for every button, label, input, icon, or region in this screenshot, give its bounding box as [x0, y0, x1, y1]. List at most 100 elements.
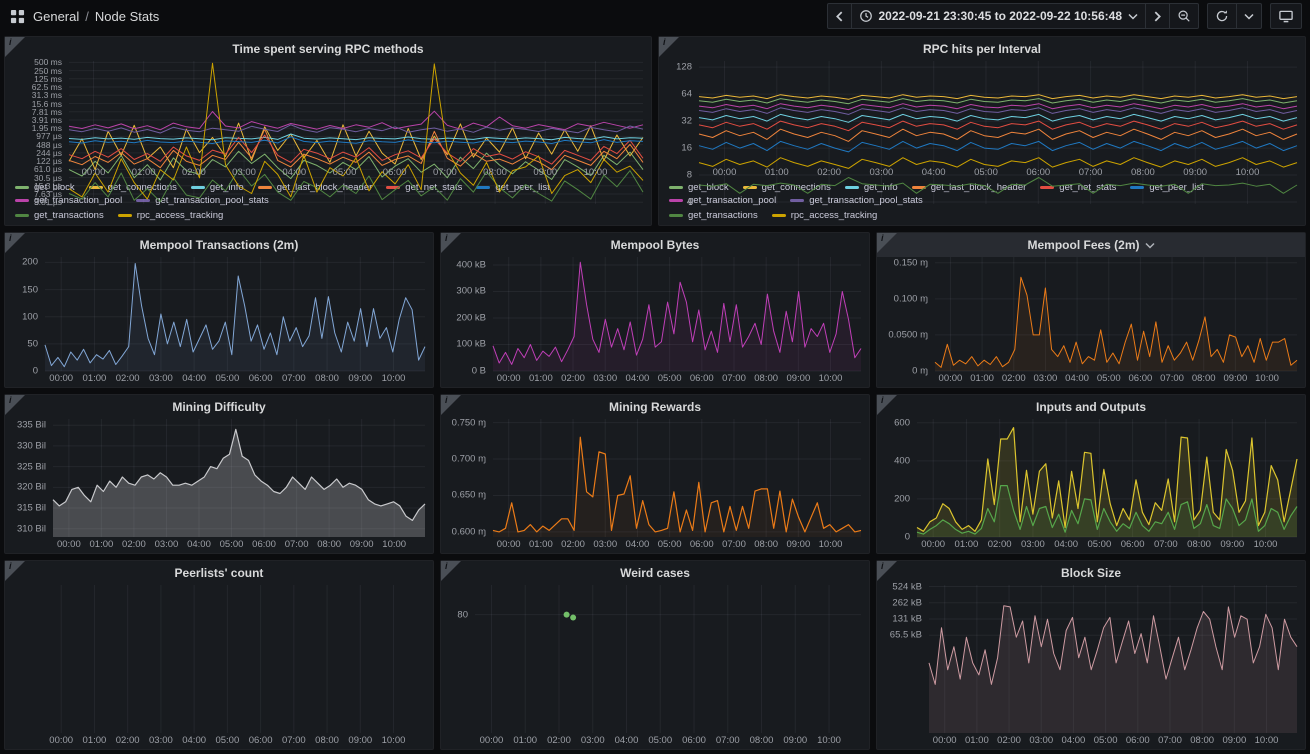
breadcrumb-page[interactable]: Node Stats	[94, 8, 160, 24]
series-fill-difficulty	[53, 429, 425, 537]
legend-series-name: get_transaction_pool_stats	[809, 195, 923, 206]
y-tick-label: 15.3 µs	[33, 180, 62, 191]
x-axis-labels: 00:00 01:00 02:00 03:00 04:00 05:00 06:00 07:00…	[493, 371, 861, 387]
x-tick-label: 03:00	[1033, 373, 1058, 384]
legend-series-color	[136, 199, 151, 202]
legend-item-get_block[interactable]: get_block	[669, 182, 729, 193]
chart-plot-area[interactable]	[475, 585, 861, 733]
y-tick-label: 8	[686, 169, 692, 181]
time-shift-back-button[interactable]	[826, 3, 852, 29]
panel-peerlists-count: i Peerlists' count 00:00 01:00 02:00 03:00 0…	[4, 560, 434, 750]
x-tick-label: 08:00	[754, 539, 779, 550]
legend-item-get_transaction_pool_stats[interactable]: get_transaction_pool_stats	[136, 195, 269, 206]
x-tick-label: 06:00	[689, 539, 714, 550]
dashboard-apps-icon[interactable]	[10, 9, 25, 24]
chart-plot-area[interactable]	[698, 61, 1298, 204]
x-tick-label: 04:00	[187, 539, 211, 550]
legend-item-get_connections[interactable]: get_connections	[742, 182, 831, 193]
legend-item-get_peer_list[interactable]: get_peer_list	[1130, 182, 1204, 193]
panel-header[interactable]: Mining Rewards	[441, 395, 869, 419]
series-line-get_transactions	[698, 177, 1298, 194]
panel-header[interactable]: Peerlists' count	[5, 561, 433, 585]
panel-header[interactable]: Mempool Transactions (2m)	[5, 233, 433, 257]
series-line-inputs	[916, 484, 1298, 535]
y-tick-label: 65.5 kB	[889, 629, 922, 641]
series-line-bytes	[492, 261, 862, 365]
y-tick-label: 100	[22, 311, 38, 323]
x-tick-label: 06:00	[1120, 539, 1145, 550]
chart-plot-area[interactable]	[492, 419, 862, 537]
legend-series-name: get_peer_list	[1149, 182, 1204, 193]
x-tick-label: 04:00	[1065, 373, 1089, 384]
x-tick-label: 01:00	[89, 539, 114, 550]
legend-item-get_info[interactable]: get_info	[190, 182, 244, 193]
chart: 128 64 32 16 8 4	[659, 61, 1305, 208]
chart-plot-area[interactable]	[45, 585, 425, 733]
x-axis-labels: 00:00 01:00 02:00 03:00 04:00 05:00 06:00 07:00…	[699, 165, 1297, 181]
legend-item-rpc_access_tracking[interactable]: rpc_access_tracking	[771, 210, 877, 221]
chart-plot-area[interactable]	[928, 585, 1298, 733]
chart-plot-area[interactable]	[68, 61, 644, 204]
x-tick-label: 10:00	[1255, 373, 1279, 384]
legend-item-get_transaction_pool_stats[interactable]: get_transaction_pool_stats	[790, 195, 923, 206]
y-tick-label: 3.81 µs	[33, 197, 62, 208]
y-tick-label: 0.750 ɱ	[451, 417, 486, 429]
legend-series-name: get_connections	[107, 182, 177, 193]
chart-plot-area[interactable]	[934, 257, 1298, 372]
x-tick-label: 08:00	[1191, 373, 1216, 384]
x-tick-label: 06:00	[1128, 373, 1153, 384]
panel-header[interactable]: Block Size	[877, 561, 1305, 585]
y-tick-label: 80	[457, 609, 468, 621]
legend-item-rpc_access_tracking[interactable]: rpc_access_tracking	[117, 210, 224, 221]
y-axis-labels	[5, 585, 45, 733]
x-tick-label: 09:00	[533, 167, 558, 178]
legend-series-name: get_transactions	[34, 210, 104, 221]
tv-kiosk-mode-button[interactable]	[1270, 3, 1302, 29]
legend-item-get_last_block_header[interactable]: get_last_block_header	[257, 182, 372, 193]
y-tick-label: 325 Bil	[16, 461, 46, 473]
y-tick-label: 0	[904, 531, 910, 543]
chart-plot-area[interactable]	[492, 257, 862, 372]
legend-item-get_transaction_pool[interactable]: get_transaction_pool	[15, 195, 122, 206]
legend-item-get_block[interactable]: get_block	[15, 182, 75, 193]
x-tick-label: 10:00	[818, 539, 843, 550]
legend-item-get_transaction_pool[interactable]: get_transaction_pool	[669, 195, 776, 206]
panel-header[interactable]: Mempool Bytes	[441, 233, 869, 257]
x-tick-label: 05:00	[1087, 539, 1112, 550]
panel-header[interactable]: Mining Difficulty	[5, 395, 433, 419]
chart-plot-area[interactable]	[916, 419, 1298, 538]
refresh-interval-dropdown-button[interactable]	[1237, 3, 1262, 29]
y-tick-label: 250 ms	[34, 65, 62, 76]
x-tick-label: 01:00	[528, 373, 553, 384]
panel-header[interactable]: Inputs and Outputs	[877, 395, 1305, 419]
legend-series-color	[669, 214, 683, 217]
series-line-difficulty	[52, 428, 426, 522]
panel-title: Mining Difficulty	[172, 400, 266, 414]
panel-header[interactable]: Mempool Fees (2m)	[877, 233, 1305, 257]
legend-series-name: rpc_access_tracking	[136, 210, 224, 221]
y-tick-label: 0.700 ɱ	[451, 453, 486, 465]
x-tick-label: 08:00	[317, 539, 342, 550]
chart-plot-area[interactable]	[52, 419, 426, 537]
legend-item-get_transactions[interactable]: get_transactions	[669, 210, 758, 221]
panel-header[interactable]: Time spent serving RPC methods	[5, 37, 651, 61]
legend-item-get_info[interactable]: get_info	[844, 182, 898, 193]
breadcrumb-section[interactable]: General	[33, 8, 80, 24]
x-tick-label: 10:00	[583, 167, 608, 178]
time-range-picker-button[interactable]: 2022-09-21 23:30:45 to 2022-09-22 10:56:…	[851, 3, 1146, 29]
x-tick-label: 00:00	[49, 373, 74, 384]
panel-header[interactable]: Weird cases	[441, 561, 869, 585]
dashboard-grid: i Time spent serving RPC methods 500 ms 2…	[0, 32, 1310, 754]
zoom-out-time-button[interactable]	[1170, 3, 1199, 29]
legend-item-get_net_stats[interactable]: get_net_stats	[1040, 182, 1116, 193]
time-shift-forward-button[interactable]	[1146, 3, 1170, 29]
legend-item-get_connections[interactable]: get_connections	[88, 182, 177, 193]
chart-canvas	[60, 585, 395, 733]
legend-item-get_last_block_header[interactable]: get_last_block_header	[911, 182, 1026, 193]
refresh-button[interactable]	[1207, 3, 1237, 29]
x-tick-label: 02:00	[987, 539, 1012, 550]
series-fill-inputs	[917, 485, 1297, 537]
panel-header[interactable]: RPC hits per Interval	[659, 37, 1305, 61]
legend-item-get_transactions[interactable]: get_transactions	[15, 210, 104, 221]
chart-plot-area[interactable]	[44, 257, 426, 372]
